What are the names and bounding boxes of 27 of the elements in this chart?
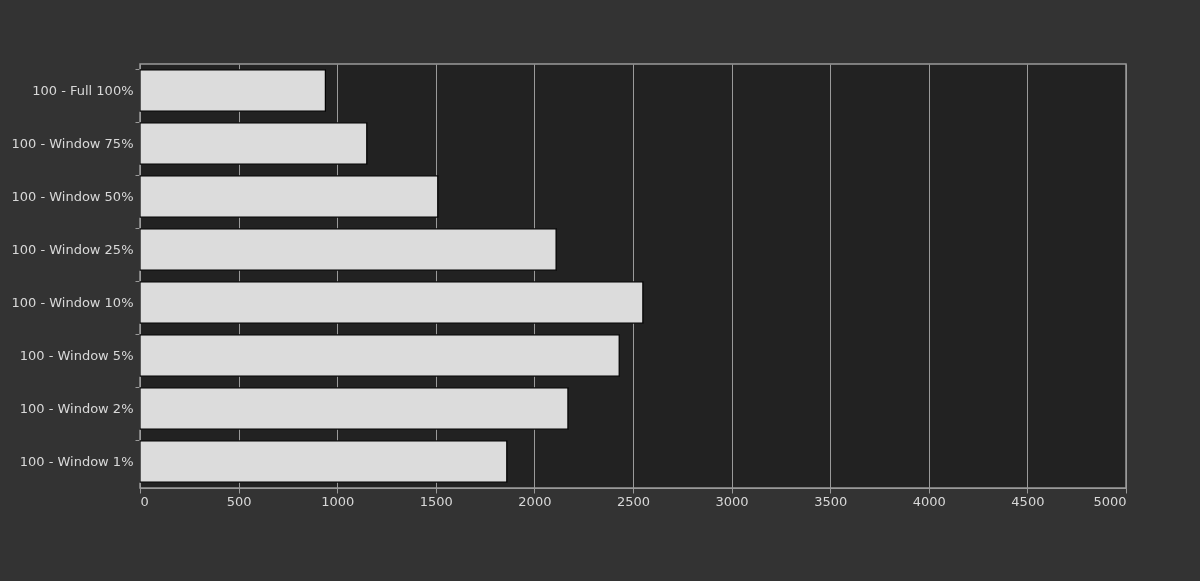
bar [139, 440, 508, 483]
bar [139, 228, 557, 271]
y-tick-label: 100 - Window 5% [19, 347, 134, 363]
x-tick-label: 2000 [518, 493, 552, 509]
x-tick-label: 1500 [419, 493, 453, 509]
y-tick-label: 100 - Window 25% [11, 241, 134, 257]
bar [139, 334, 620, 377]
bar [139, 175, 439, 218]
y-tick-label: 100 - Window 10% [11, 294, 134, 310]
x-tick-label: 4500 [1011, 493, 1045, 509]
y-tick-label: 100 - Window 1% [19, 453, 134, 469]
y-tick-label: 100 - Window 75% [11, 135, 134, 151]
x-tick-label: 500 [226, 493, 252, 509]
bar [139, 281, 644, 324]
bar [139, 122, 368, 165]
x-tick-label: 2500 [616, 493, 651, 509]
x-tick-label: 0 [140, 493, 149, 509]
y-tick-label: 100 - Window 2% [19, 400, 134, 416]
x-tick-label: 4000 [912, 493, 946, 509]
bar [139, 387, 569, 430]
bar [139, 69, 326, 112]
x-tick-label: 3000 [715, 493, 749, 509]
y-tick-label: 100 - Window 50% [11, 188, 134, 204]
y-tick-label: 100 - Full 100% [32, 82, 134, 98]
x-tick-label: 5000 [1093, 493, 1127, 509]
x-tick-label: 3500 [814, 493, 848, 509]
x-tick-label: 1000 [321, 493, 355, 509]
